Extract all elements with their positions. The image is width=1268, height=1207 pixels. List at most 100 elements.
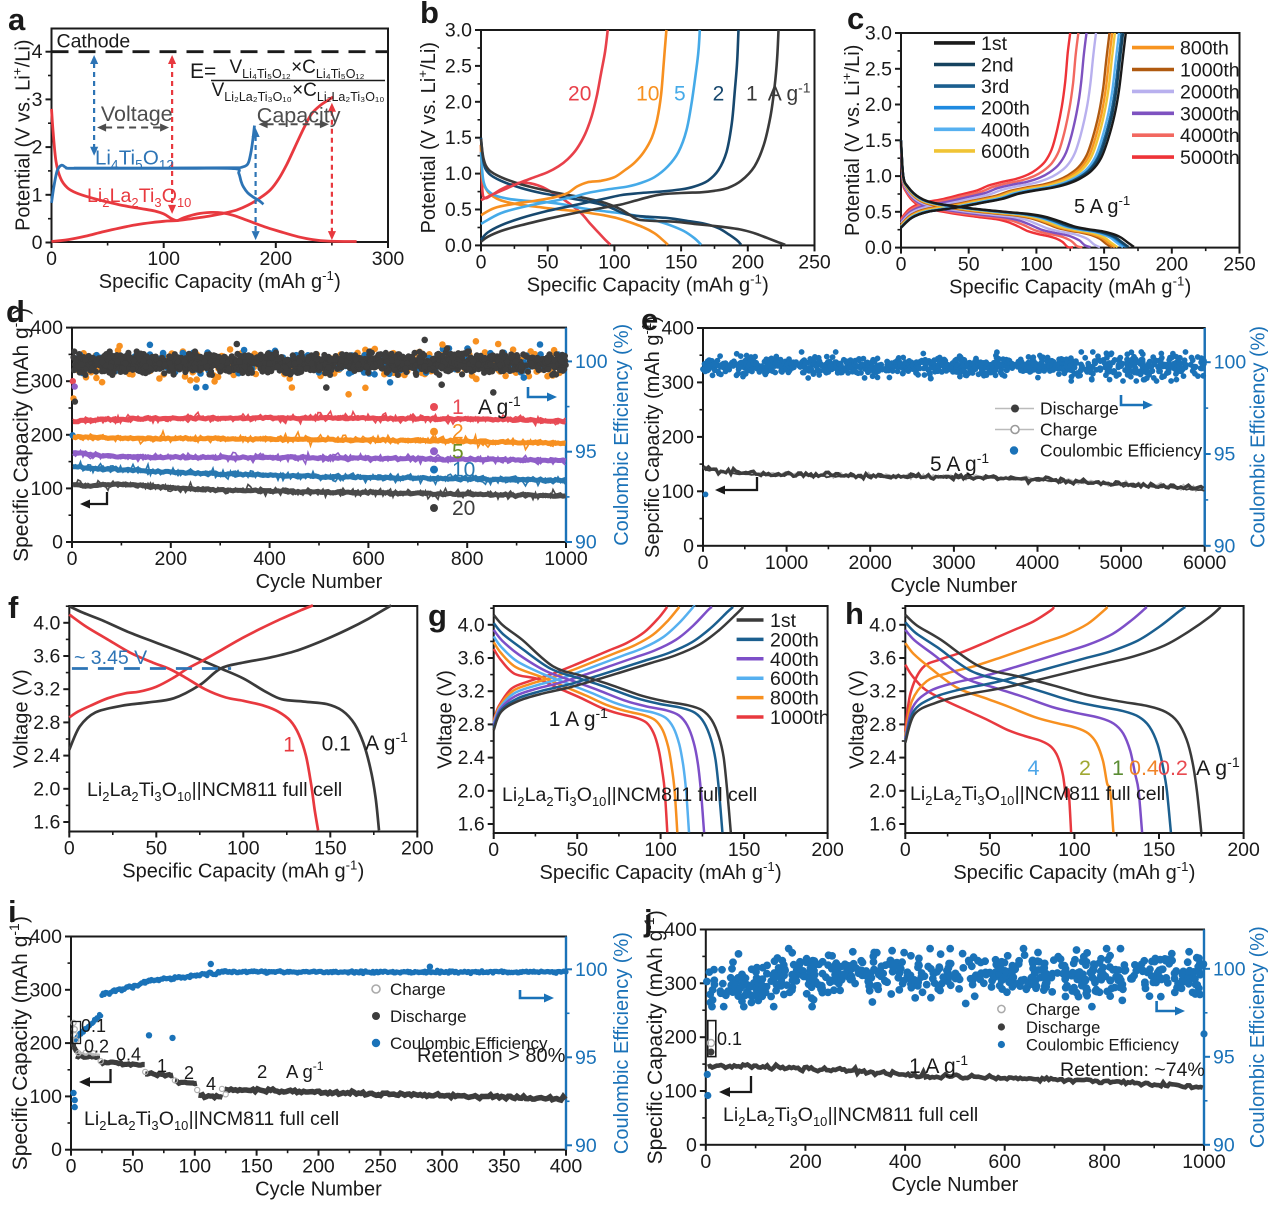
svg-text:c: c [847,1,864,36]
svg-text:1000th: 1000th [1180,60,1240,82]
svg-text:50: 50 [145,838,167,860]
svg-text:2nd: 2nd [981,55,1014,77]
svg-text:3.0: 3.0 [445,20,472,42]
svg-text:f: f [8,590,19,625]
svg-text:Voltage (V): Voltage (V) [846,670,868,769]
svg-text:200: 200 [155,548,188,570]
svg-text:A g-1: A g-1 [1196,755,1240,780]
svg-text:0: 0 [683,535,694,557]
svg-text:0: 0 [686,1134,697,1156]
svg-text:Potential (V vs. Li+ /Li): Potential (V vs. Li+ /Li) [10,39,35,230]
svg-text:1: 1 [746,82,758,105]
svg-text:400: 400 [253,548,286,570]
svg-text:200: 200 [664,1027,697,1049]
svg-text:50: 50 [979,839,1001,861]
svg-text:1: 1 [283,734,295,757]
svg-text:100: 100 [1020,254,1053,276]
svg-text:600: 600 [352,548,385,570]
svg-text:100: 100 [644,839,677,861]
svg-text:2.0: 2.0 [458,780,485,802]
svg-text:A g-1: A g-1 [768,79,811,105]
svg-text:95: 95 [575,441,597,463]
svg-text:300: 300 [30,371,63,393]
svg-text:3000: 3000 [932,552,976,574]
svg-text:0: 0 [46,248,57,270]
svg-text:400: 400 [550,1156,583,1178]
svg-text:100: 100 [30,478,63,500]
svg-text:Discharge: Discharge [1026,1019,1100,1037]
svg-text:Li2 La2 Ti3 O10 ||NCM811 full: Li2 La2 Ti3 O10 ||NCM811 full cell [723,1104,978,1129]
svg-text:Specific Capacity (mAh g-1 ): Specific Capacity (mAh g-1 ) [122,858,364,883]
svg-text:1 A g-1: 1 A g-1 [909,1052,968,1078]
svg-text:Charge: Charge [390,980,446,999]
svg-text:100: 100 [29,1086,62,1108]
svg-text:1 A g-1: 1 A g-1 [549,705,608,731]
svg-text:0.1: 0.1 [322,733,351,756]
svg-text:Specific Capacity (mAh g-1 ): Specific Capacity (mAh g-1 ) [540,859,782,884]
svg-text:300: 300 [372,248,405,270]
svg-text:0.0: 0.0 [865,237,892,259]
svg-text:2.0: 2.0 [869,780,896,802]
svg-text:2: 2 [184,1063,194,1083]
svg-text:Coulombic Efficiency (%): Coulombic Efficiency (%) [1247,926,1268,1148]
svg-text:4.0: 4.0 [869,614,896,636]
svg-text:200: 200 [1227,839,1260,861]
svg-text:400th: 400th [770,649,819,671]
svg-text:6000: 6000 [1183,552,1227,574]
svg-text:2.0: 2.0 [865,94,892,116]
svg-text:0.4: 0.4 [116,1045,141,1065]
svg-text:300: 300 [661,372,694,394]
svg-text:Specific Capacity (mAh g-1 ): Specific Capacity (mAh g-1 ) [7,308,33,562]
svg-text:400: 400 [30,317,63,339]
svg-text:150: 150 [728,839,761,861]
svg-text:4.0: 4.0 [458,614,485,636]
svg-text:5000: 5000 [1099,552,1143,574]
svg-text:Retention: ~74%: Retention: ~74% [1060,1059,1205,1081]
svg-text:200: 200 [401,838,434,860]
svg-text:350: 350 [488,1156,521,1178]
svg-text:0.1: 0.1 [717,1029,742,1049]
svg-text:Specific Capacity (mAh g-1 ): Specific Capacity (mAh g-1 ) [6,916,32,1170]
svg-text:2: 2 [452,421,464,444]
svg-text:Potential (V vs. Li+ /Li): Potential (V vs. Li+ /Li) [839,45,864,236]
svg-text:90: 90 [1213,1134,1235,1156]
svg-text:3.6: 3.6 [869,648,896,670]
svg-text:Li2 La2 Ti3 O10 ||NCM811 full: Li2 La2 Ti3 O10 ||NCM811 full cell [502,784,757,809]
svg-text:250: 250 [364,1156,397,1178]
svg-text:Potential (V vs. Li+ /Li): Potential (V vs. Li+ /Li) [415,42,440,233]
svg-text:3.2: 3.2 [33,679,60,701]
svg-text:Coulombic Efficiency (%): Coulombic Efficiency (%) [611,932,633,1154]
svg-text:Specific Capacity (mAh g-1 ): Specific Capacity (mAh g-1 ) [949,274,1191,299]
svg-text:150: 150 [314,838,347,860]
svg-text:100: 100 [227,838,260,860]
svg-text:g: g [428,598,447,633]
svg-text:0.5: 0.5 [445,199,472,221]
svg-text:100: 100 [147,248,180,270]
svg-text:2.4: 2.4 [869,747,896,769]
svg-text:200: 200 [661,426,694,448]
svg-text:400: 400 [29,926,62,948]
svg-text:0.0: 0.0 [445,235,472,257]
svg-text:2.4: 2.4 [458,747,485,769]
svg-text:0.1: 0.1 [81,1016,106,1036]
svg-text:100: 100 [1058,839,1091,861]
svg-text:1000: 1000 [1182,1151,1226,1173]
svg-text:100: 100 [1213,958,1246,980]
svg-text:4000th: 4000th [1180,125,1240,147]
svg-text:0: 0 [700,1151,711,1173]
svg-text:Coulombic Efficiency (%): Coulombic Efficiency (%) [1248,326,1268,548]
svg-text:Li2 La2 Ti3 O10 ||NCM811 full: Li2 La2 Ti3 O10 ||NCM811 full cell [910,783,1165,808]
svg-text:0: 0 [900,839,911,861]
svg-text:800th: 800th [770,688,819,710]
svg-text:Charge: Charge [1026,1001,1080,1019]
svg-text:95: 95 [575,1047,597,1069]
svg-text:Specific Capacity (mAh g-1 ): Specific Capacity (mAh g-1 ) [527,271,769,296]
svg-text:1000: 1000 [544,548,588,570]
svg-text:20: 20 [568,82,591,105]
svg-text:200th: 200th [981,98,1030,120]
svg-text:20: 20 [452,497,475,520]
svg-text:200: 200 [29,1033,62,1055]
svg-text:3: 3 [32,89,43,111]
svg-text:200: 200 [789,1151,822,1173]
svg-text:Coulombic Efficiency (%): Coulombic Efficiency (%) [611,324,633,546]
